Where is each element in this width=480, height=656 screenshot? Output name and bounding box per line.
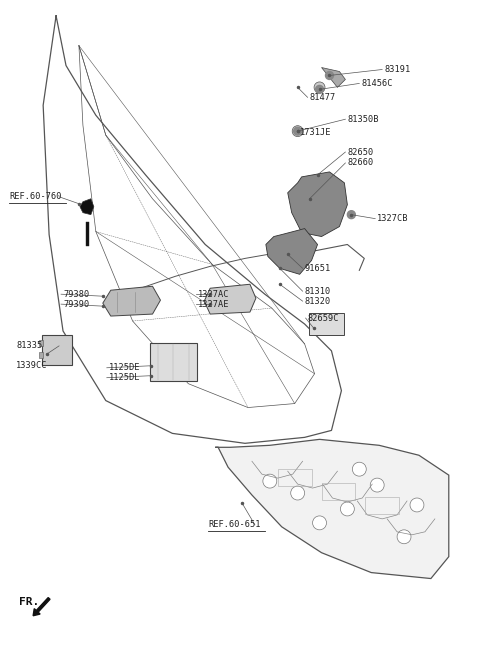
Text: 81320: 81320 bbox=[305, 297, 331, 306]
Polygon shape bbox=[204, 284, 256, 314]
Text: 1125DL: 1125DL bbox=[109, 373, 140, 382]
Text: 1731JE: 1731JE bbox=[300, 128, 331, 136]
Text: 81335: 81335 bbox=[16, 341, 43, 350]
FancyBboxPatch shape bbox=[42, 335, 72, 365]
Circle shape bbox=[340, 502, 354, 516]
Text: FR.: FR. bbox=[19, 598, 39, 607]
Polygon shape bbox=[215, 440, 449, 579]
Polygon shape bbox=[103, 286, 160, 316]
Circle shape bbox=[348, 211, 355, 218]
Bar bbox=[365, 497, 399, 514]
Circle shape bbox=[410, 498, 424, 512]
Text: 81477: 81477 bbox=[310, 93, 336, 102]
Circle shape bbox=[263, 474, 277, 488]
Circle shape bbox=[292, 126, 303, 136]
Circle shape bbox=[314, 82, 325, 93]
Polygon shape bbox=[80, 199, 94, 215]
Text: 1327AC: 1327AC bbox=[198, 290, 230, 298]
Circle shape bbox=[312, 516, 326, 530]
Circle shape bbox=[291, 486, 305, 500]
Circle shape bbox=[397, 530, 411, 544]
Circle shape bbox=[370, 478, 384, 492]
Polygon shape bbox=[266, 228, 318, 274]
Bar bbox=[278, 469, 312, 486]
Text: 82659C: 82659C bbox=[308, 314, 339, 323]
Polygon shape bbox=[86, 222, 89, 247]
Text: 1125DE: 1125DE bbox=[109, 363, 140, 372]
Text: 81350B: 81350B bbox=[348, 115, 379, 124]
Polygon shape bbox=[322, 68, 346, 87]
Polygon shape bbox=[288, 172, 348, 237]
FancyBboxPatch shape bbox=[150, 343, 197, 380]
Bar bbox=[39, 352, 43, 358]
Text: 81310: 81310 bbox=[305, 287, 331, 296]
Text: REF.60-760: REF.60-760 bbox=[9, 192, 62, 201]
Text: 79380: 79380 bbox=[63, 290, 89, 298]
Text: 81456C: 81456C bbox=[361, 79, 393, 88]
Text: REF.60-651: REF.60-651 bbox=[208, 520, 261, 529]
FancyArrow shape bbox=[33, 598, 50, 616]
Text: 1327AE: 1327AE bbox=[198, 300, 230, 308]
Text: 91651: 91651 bbox=[305, 264, 331, 273]
Text: 82660: 82660 bbox=[348, 159, 373, 167]
Bar bbox=[322, 483, 355, 500]
Text: 83191: 83191 bbox=[384, 65, 410, 74]
Text: 82650: 82650 bbox=[348, 148, 373, 157]
Text: 1339CC: 1339CC bbox=[16, 361, 48, 370]
Circle shape bbox=[315, 85, 324, 93]
Text: 1327CB: 1327CB bbox=[377, 214, 408, 223]
Circle shape bbox=[325, 72, 334, 79]
Circle shape bbox=[294, 127, 301, 135]
Bar bbox=[39, 340, 43, 346]
Circle shape bbox=[352, 462, 366, 476]
Text: 79390: 79390 bbox=[63, 300, 89, 308]
FancyBboxPatch shape bbox=[309, 313, 344, 335]
